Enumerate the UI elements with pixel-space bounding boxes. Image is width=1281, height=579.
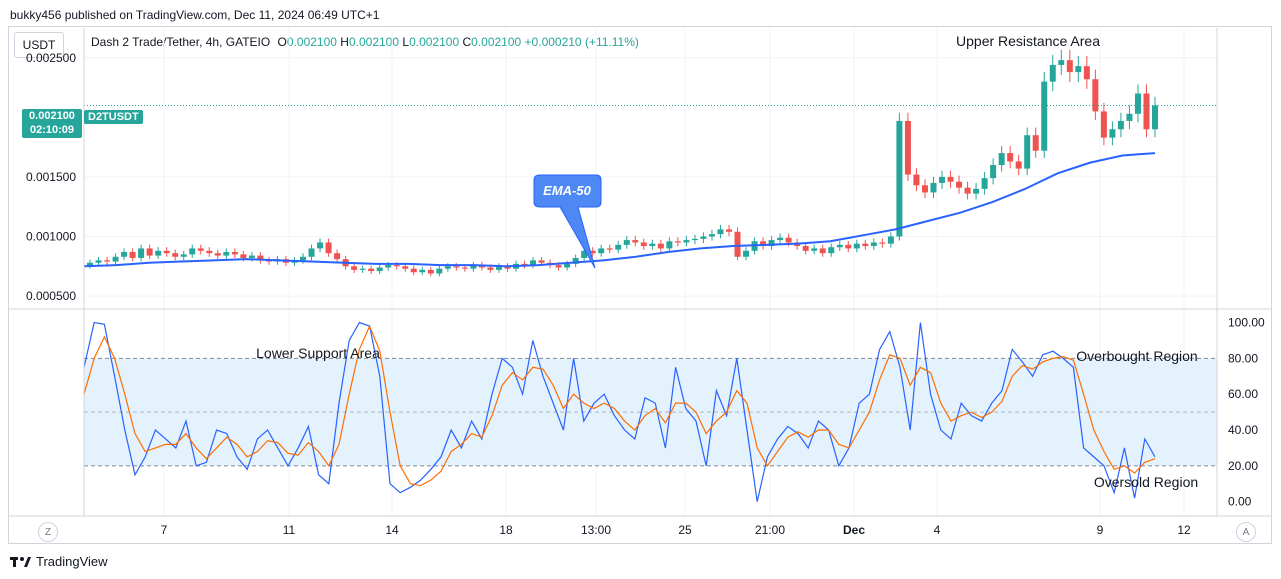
- legend-open-label: O: [277, 35, 287, 49]
- legend-open-value: 0.002100: [286, 35, 337, 49]
- publisher-info: bukky456 published on TradingView.com, D…: [10, 8, 380, 22]
- footer-brand-text: TradingView: [36, 554, 108, 569]
- chart-frame: [8, 26, 1272, 544]
- legend-close-value: 0.002100: [471, 35, 522, 49]
- ohlc-legend: Dash 2 Trade/Tether, 4h, GATEIO O0.00210…: [91, 35, 639, 49]
- legend-close-label: C: [462, 35, 472, 49]
- last-price-value: 0.002100: [29, 110, 75, 122]
- auto-scale-button[interactable]: A: [1236, 522, 1256, 542]
- legend-low-label: L: [402, 35, 410, 49]
- legend-title: Dash 2 Trade/Tether, 4h, GATEIO: [91, 35, 271, 49]
- legend-high-label: H: [340, 35, 349, 49]
- legend-change: +0.000210 (+11.11%): [524, 35, 639, 49]
- zoom-z-button[interactable]: Z: [38, 522, 58, 542]
- legend-high-value: 0.002100: [348, 35, 400, 49]
- symbol-tag: D2TUSDT: [84, 110, 143, 124]
- footer-brand: TradingView: [10, 554, 108, 569]
- last-price-tag: 0.002100 02:10:09: [22, 109, 82, 138]
- symbol-button[interactable]: USDT: [14, 32, 64, 58]
- tradingview-logo-icon: [10, 556, 31, 567]
- candle-countdown: 02:10:09: [29, 124, 75, 136]
- legend-low-value: 0.002100: [409, 35, 460, 49]
